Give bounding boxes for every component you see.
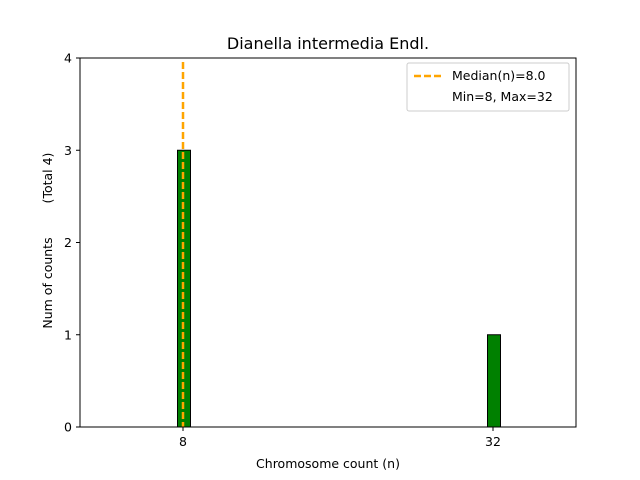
- y-axis: 0 1 2 3 4: [64, 51, 80, 435]
- x-tick-label: 32: [485, 434, 501, 449]
- legend-min-max-label: Min=8, Max=32: [452, 89, 553, 104]
- plot-frame: [79, 57, 577, 428]
- legend-median-label: Median(n)=8.0: [452, 68, 546, 83]
- y-tick-label: 1: [64, 327, 72, 342]
- legend-box: [406, 62, 570, 112]
- y-axis-label: Num of counts: [40, 237, 55, 328]
- bar-32: [487, 334, 501, 428]
- y-tick-label: 3: [64, 143, 72, 158]
- x-axis-label: Chromosome count (n): [256, 456, 400, 471]
- chart-title: Dianella intermedia Endl.: [227, 34, 429, 53]
- y-axis-total-note: (Total 4): [40, 153, 55, 204]
- plot-area: [80, 62, 540, 428]
- y-tick-label: 0: [64, 420, 72, 435]
- x-axis: 8 32: [179, 427, 501, 449]
- y-tick-label: 2: [64, 235, 72, 250]
- legend: Median(n)=8.0 Min=8, Max=32: [406, 62, 570, 112]
- x-tick-label: 8: [179, 434, 187, 449]
- y-tick-label: 4: [64, 51, 72, 66]
